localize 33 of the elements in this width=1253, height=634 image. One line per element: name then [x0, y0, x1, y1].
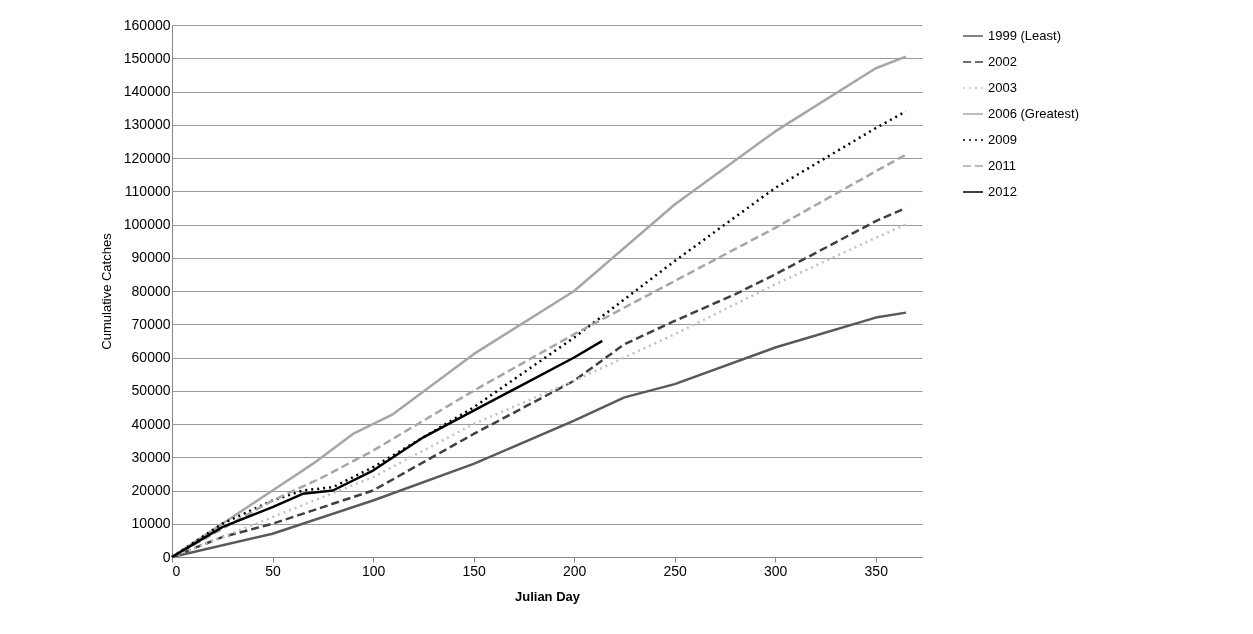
x-tick-label: 100	[361, 562, 386, 579]
y-tick-label: 130000	[123, 116, 171, 133]
legend-label: 2006 (Greatest)	[988, 106, 1080, 121]
legend-label: 2003	[988, 80, 1017, 95]
legend-label: 2011	[988, 158, 1016, 173]
x-axis-title: Julian Day	[514, 588, 581, 604]
y-tick-label: 140000	[123, 83, 171, 99]
legend-label: 1999 (Least)	[988, 28, 1061, 43]
y-tick-label: 20000	[131, 482, 171, 498]
x-tick-label: 200	[562, 562, 587, 579]
y-tick-label: 30000	[131, 448, 171, 465]
y-tick-label: 70000	[131, 315, 171, 332]
y-tick-label: 0	[162, 548, 171, 565]
legend-label: 2009	[988, 132, 1017, 147]
y-tick-label: 120000	[123, 149, 171, 166]
y-tick-label: 90000	[131, 249, 171, 266]
legend-label: 2012	[988, 184, 1017, 199]
y-tick-label: 10000	[131, 515, 171, 532]
y-tick-label: 110000	[124, 182, 171, 199]
y-tick-label: 50000	[131, 382, 171, 399]
x-tick-label: 50	[265, 562, 282, 579]
y-tick-label: 160000	[123, 16, 171, 33]
y-tick-label: 150000	[123, 49, 171, 66]
y-axis-title: Cumulative Catches	[98, 232, 114, 350]
y-tick-label: 60000	[131, 349, 171, 365]
legend-label: 2002	[988, 54, 1017, 69]
y-tick-label: 80000	[131, 282, 171, 299]
x-tick-label: 300	[764, 562, 788, 579]
y-tick-label: 40000	[131, 415, 171, 432]
x-tick-label: 250	[663, 562, 688, 579]
x-tick-label: 350	[864, 562, 889, 579]
y-tick-label: 100000	[123, 216, 171, 232]
x-tick-label: 150	[462, 562, 486, 579]
